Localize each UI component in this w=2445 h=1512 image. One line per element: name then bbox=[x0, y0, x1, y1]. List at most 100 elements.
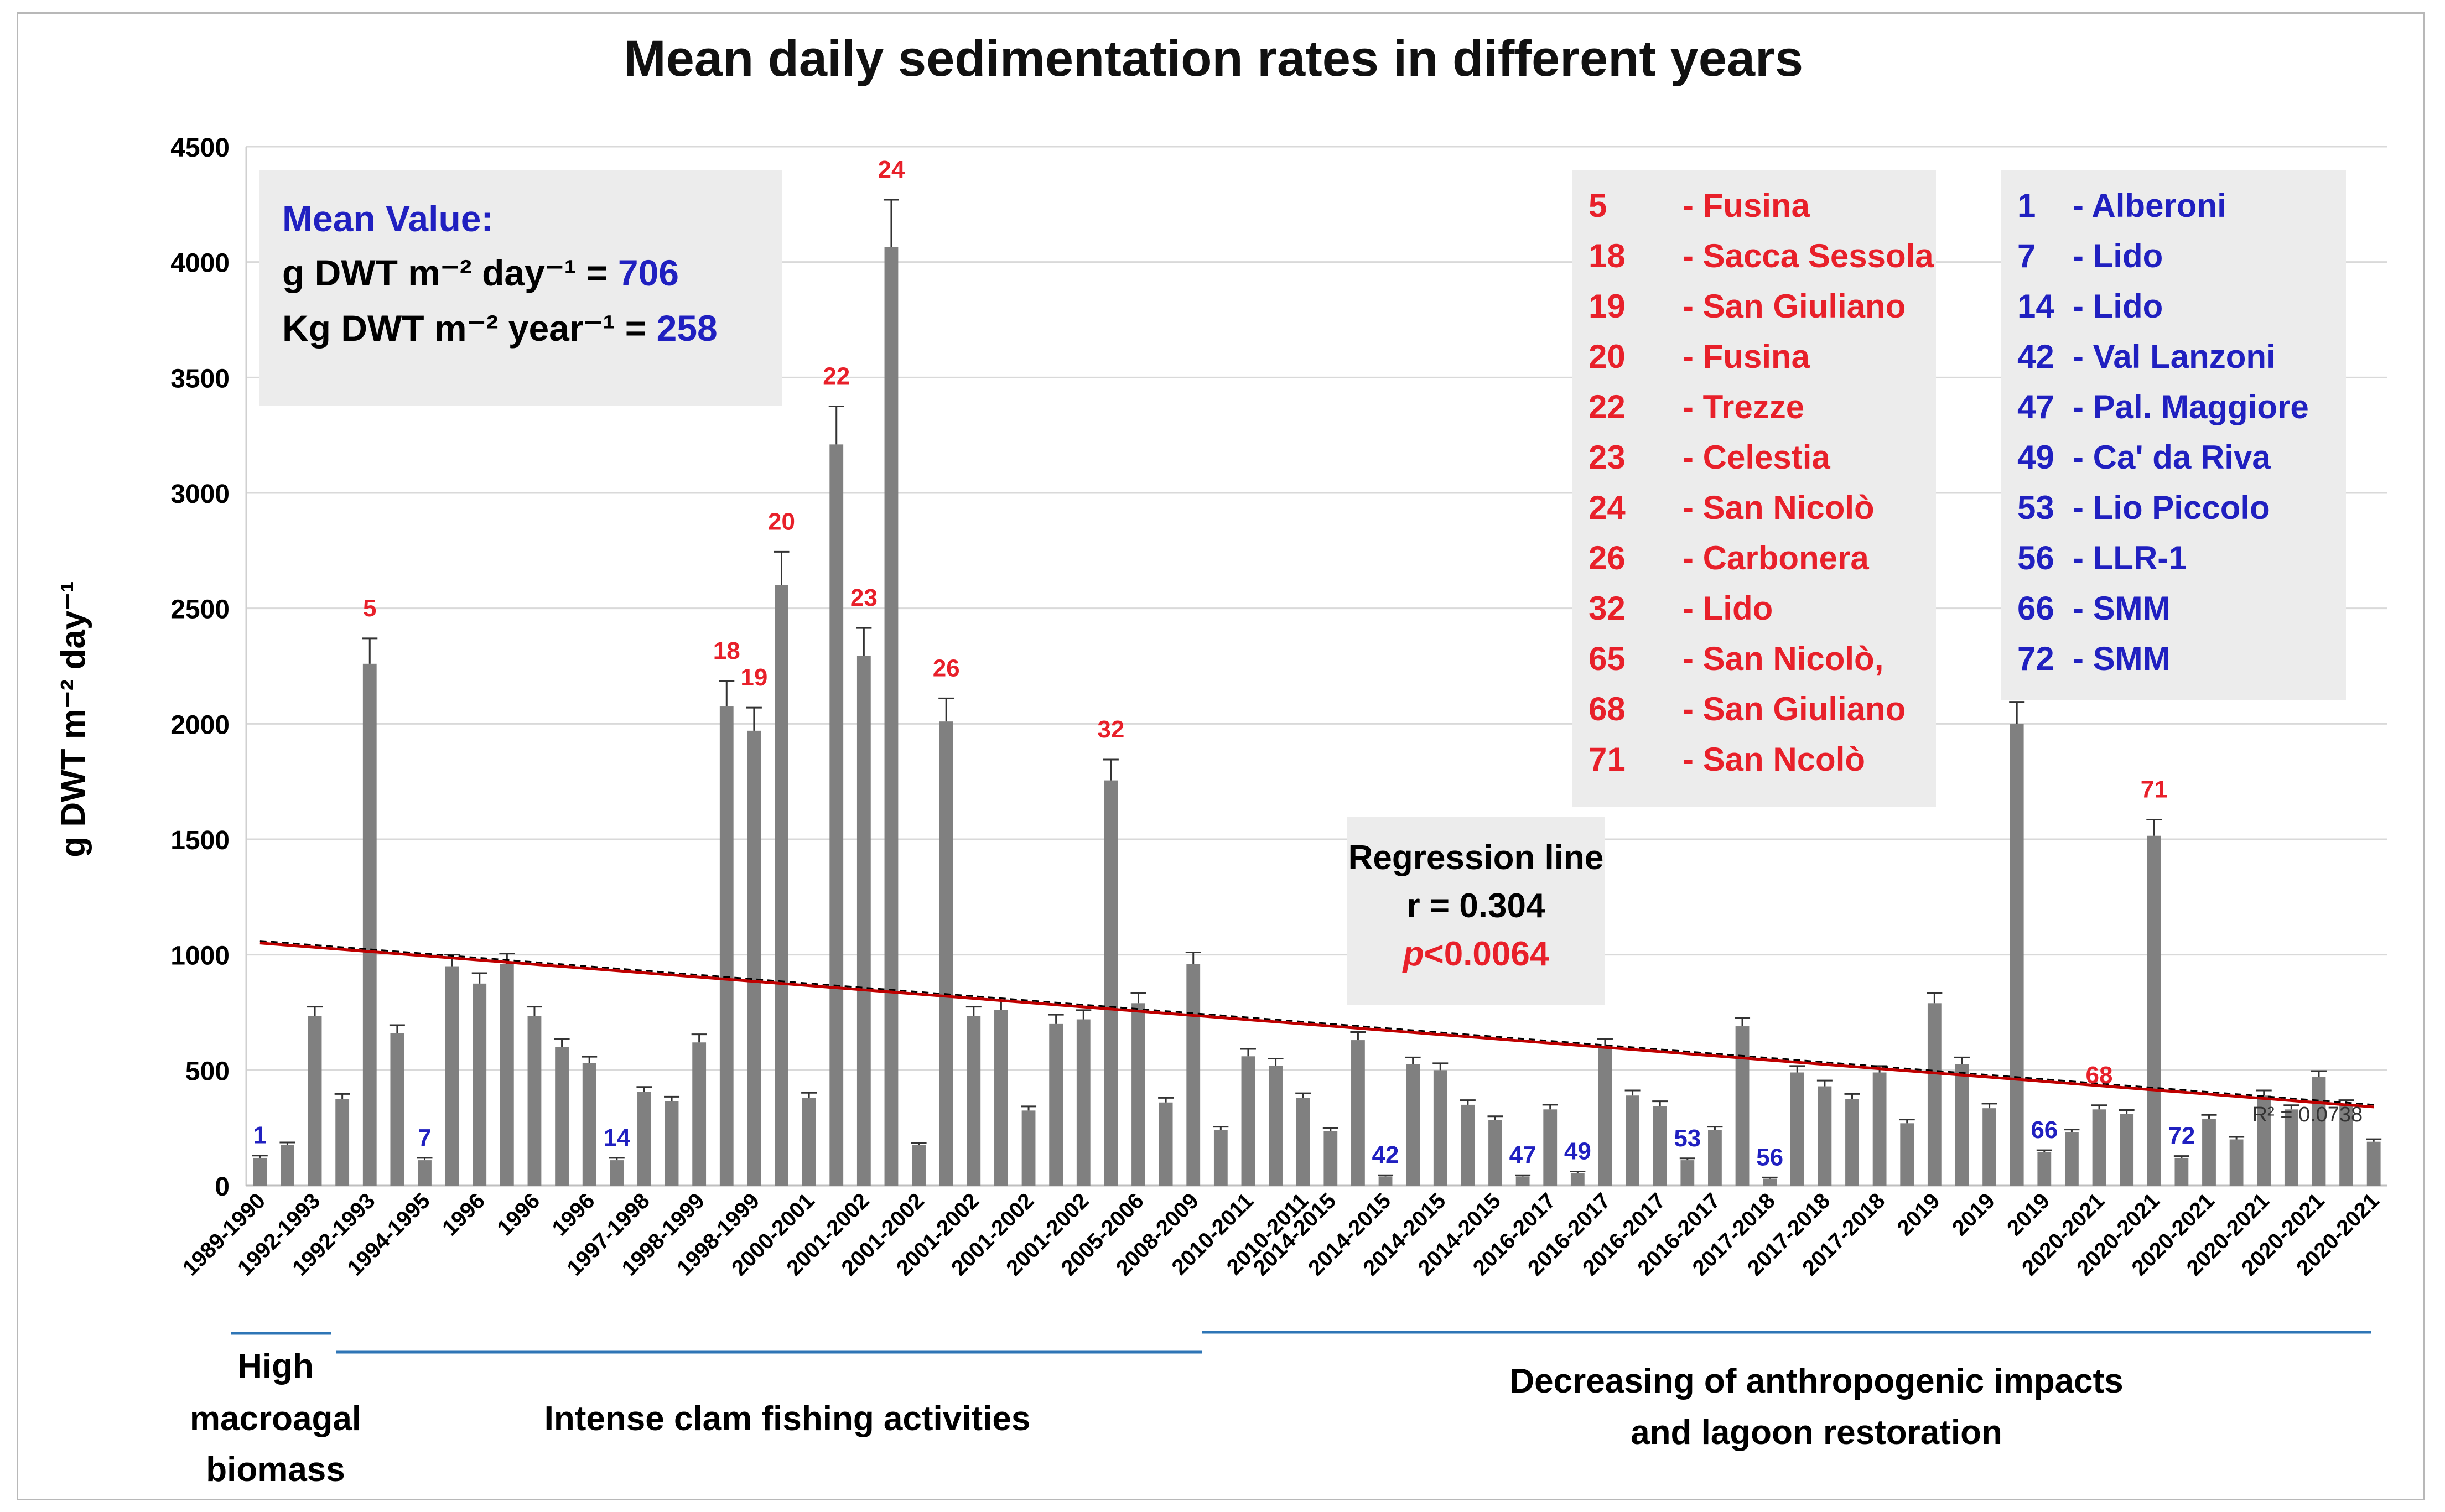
legend-item: 47 - Pal. Maggiore bbox=[2017, 388, 2309, 426]
bar bbox=[665, 1101, 679, 1186]
legend-item-site: - Trezze bbox=[1683, 388, 1805, 425]
bar bbox=[1269, 1065, 1283, 1186]
regression-p: p<0.0064 bbox=[1347, 934, 1605, 974]
bar bbox=[692, 1042, 707, 1186]
y-tick-label: 4000 bbox=[170, 249, 230, 278]
legend-item: 19 - San Giuliano bbox=[1589, 287, 1906, 325]
legend-item: 68 - San Giuliano bbox=[1589, 690, 1906, 728]
legend-item-site: - San Ncolò bbox=[1683, 741, 1866, 778]
y-tick-label: 2500 bbox=[170, 595, 230, 625]
bar-label-red: 5 bbox=[363, 595, 376, 622]
bar bbox=[2202, 1118, 2216, 1186]
legend-item-number: 53 bbox=[2017, 489, 2054, 526]
bar bbox=[2312, 1077, 2326, 1186]
period-label-clam-fishing: Intense clam fishing activities bbox=[544, 1400, 1031, 1438]
bar bbox=[1186, 964, 1201, 1186]
bar bbox=[637, 1092, 651, 1186]
legend-item: 72 - SMM bbox=[2017, 640, 2171, 678]
y-tick-label: 0 bbox=[215, 1172, 230, 1202]
bar bbox=[1076, 1019, 1091, 1186]
bar bbox=[775, 585, 788, 1186]
bar-label-red: 18 bbox=[713, 637, 740, 664]
bar bbox=[2010, 724, 2024, 1186]
legend-item-number: 7 bbox=[2017, 237, 2036, 274]
legend-item: 22 - Trezze bbox=[1589, 388, 1804, 426]
bar bbox=[1213, 1130, 1228, 1186]
x-tick-label: 1996 bbox=[438, 1188, 490, 1240]
legend-item: 24 - San Nicolò bbox=[1589, 489, 1875, 527]
y-tick-label: 4500 bbox=[170, 133, 230, 163]
mean-value-day-row: g DWT m⁻² day⁻¹ = 706 bbox=[282, 252, 679, 294]
regression-line bbox=[259, 942, 2374, 1109]
period-label-restoration: and lagoon restoration bbox=[1631, 1414, 2002, 1452]
bar bbox=[1900, 1123, 1914, 1186]
mean-value-box: Mean Value: g DWT m⁻² day⁻¹ = 706 Kg DWT… bbox=[259, 170, 782, 406]
legend-item: 66 - SMM bbox=[2017, 589, 2171, 627]
bar bbox=[1433, 1070, 1447, 1186]
bar bbox=[1049, 1023, 1063, 1186]
legend-item-number: 47 bbox=[2017, 388, 2054, 425]
bar bbox=[1982, 1108, 1996, 1186]
x-tick-label: 1996 bbox=[492, 1188, 544, 1240]
legend-item-site: - SMM bbox=[2073, 640, 2171, 677]
legend-item-site: - San Giuliano bbox=[1683, 288, 1906, 325]
bar-label-blue: 49 bbox=[1564, 1138, 1591, 1165]
bar-label-blue: 7 bbox=[418, 1124, 431, 1151]
legend-item: 1 - Alberoni bbox=[2017, 186, 2226, 225]
y-tick-label: 2000 bbox=[170, 710, 230, 740]
bar bbox=[1543, 1109, 1558, 1186]
legend-item-site: - Pal. Maggiore bbox=[2073, 388, 2309, 425]
bar bbox=[555, 1047, 569, 1186]
bar bbox=[362, 663, 377, 1186]
bar bbox=[253, 1157, 267, 1186]
bar bbox=[802, 1098, 816, 1186]
bar-label-blue: 56 bbox=[1756, 1144, 1783, 1171]
bar bbox=[2174, 1157, 2189, 1186]
regression-layer: R² = 0.0738 bbox=[259, 940, 2374, 1126]
bar bbox=[1955, 1064, 1969, 1186]
bar-label-red: 23 bbox=[850, 584, 878, 611]
bar bbox=[1488, 1120, 1502, 1186]
bar bbox=[308, 1016, 322, 1186]
legend-item: 56 - LLR-1 bbox=[2017, 539, 2187, 577]
bar bbox=[1021, 1110, 1036, 1186]
legend-item-number: 23 bbox=[1589, 439, 1626, 476]
bar bbox=[856, 656, 871, 1186]
bar bbox=[912, 1145, 926, 1186]
bar bbox=[2065, 1132, 2079, 1186]
legend-item-number: 68 bbox=[1589, 690, 1626, 728]
trend-line-dashed bbox=[259, 940, 2374, 1106]
bar-label-blue: 14 bbox=[603, 1124, 630, 1151]
legend-item: 20 - Fusina bbox=[1589, 337, 1810, 376]
legend-item: 65 - San Nicolò, bbox=[1589, 640, 1883, 678]
bar-label-blue: 66 bbox=[2031, 1116, 2058, 1144]
bar-label-red: 68 bbox=[2086, 1062, 2113, 1089]
legend-item-site: - Carbonera bbox=[1683, 539, 1869, 576]
legend-item-number: 18 bbox=[1589, 237, 1626, 274]
bar bbox=[1845, 1099, 1859, 1186]
bar bbox=[445, 966, 459, 1186]
y-tick-label: 3000 bbox=[170, 480, 230, 509]
bar bbox=[1680, 1160, 1695, 1186]
y-tick-label: 1500 bbox=[170, 826, 230, 855]
bar bbox=[1131, 1003, 1145, 1186]
legend-item-number: 71 bbox=[1589, 741, 1626, 778]
legend-item-site: - Lido bbox=[2073, 237, 2163, 274]
legend-item-number: 26 bbox=[1589, 539, 1626, 576]
legend-item-number: 20 bbox=[1589, 338, 1626, 375]
bar bbox=[418, 1160, 432, 1186]
bar bbox=[884, 247, 899, 1186]
bar bbox=[1159, 1102, 1173, 1186]
bar bbox=[2092, 1109, 2106, 1186]
regression-r: r = 0.304 bbox=[1406, 887, 1545, 925]
bar bbox=[1818, 1086, 1832, 1186]
bars-layer bbox=[252, 199, 2382, 1186]
period-label-biomass: biomass bbox=[206, 1451, 345, 1489]
bar-label-red: 71 bbox=[2141, 776, 2168, 803]
legend-item-site: - Sacca Sessola bbox=[1683, 237, 1934, 274]
legend-item-number: 19 bbox=[1589, 288, 1626, 325]
bar bbox=[1598, 1047, 1612, 1186]
bar bbox=[1763, 1178, 1777, 1186]
bar-label-red: 20 bbox=[768, 508, 795, 535]
bar-label-red: 32 bbox=[1097, 716, 1124, 743]
